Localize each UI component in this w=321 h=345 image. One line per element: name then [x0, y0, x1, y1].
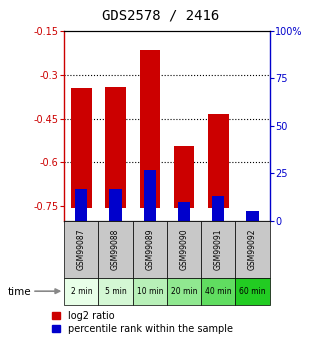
Text: GSM99088: GSM99088 — [111, 229, 120, 270]
Text: 10 min: 10 min — [136, 287, 163, 296]
Bar — [133, 278, 167, 305]
Bar — [167, 221, 201, 278]
Text: GSM99087: GSM99087 — [77, 228, 86, 270]
Bar — [140, 50, 160, 208]
Text: GSM99091: GSM99091 — [214, 228, 223, 270]
Bar — [167, 278, 201, 305]
Text: 5 min: 5 min — [105, 287, 126, 296]
Bar — [143, 170, 156, 221]
Bar — [235, 278, 270, 305]
Bar — [99, 278, 133, 305]
Bar — [71, 88, 91, 208]
Text: time: time — [8, 287, 32, 296]
Bar — [75, 188, 88, 221]
Bar — [109, 188, 122, 221]
Legend: log2 ratio, percentile rank within the sample: log2 ratio, percentile rank within the s… — [48, 307, 237, 338]
Bar — [174, 146, 194, 208]
Bar — [201, 221, 235, 278]
Bar — [208, 114, 229, 208]
Bar — [105, 87, 126, 208]
Bar — [201, 278, 235, 305]
Text: GSM99089: GSM99089 — [145, 228, 154, 270]
Text: 2 min: 2 min — [71, 287, 92, 296]
Bar — [235, 221, 270, 278]
Text: GSM99090: GSM99090 — [179, 228, 188, 270]
Bar — [178, 202, 190, 221]
Bar — [64, 221, 99, 278]
Text: GDS2578 / 2416: GDS2578 / 2416 — [102, 9, 219, 22]
Text: GSM99092: GSM99092 — [248, 228, 257, 270]
Bar — [99, 221, 133, 278]
Text: 20 min: 20 min — [171, 287, 197, 296]
Text: 60 min: 60 min — [239, 287, 266, 296]
Bar — [64, 278, 99, 305]
Bar — [246, 211, 259, 221]
Text: 40 min: 40 min — [205, 287, 231, 296]
Bar — [133, 221, 167, 278]
Bar — [212, 196, 224, 221]
